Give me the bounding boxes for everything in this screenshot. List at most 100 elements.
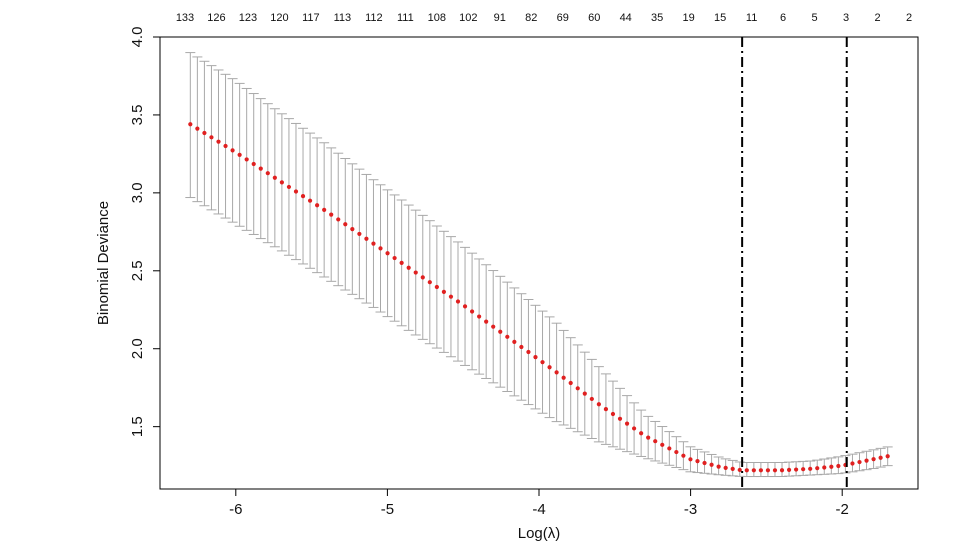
top-axis-label: 44 — [620, 12, 632, 24]
y-tick-label: 3.0 — [129, 182, 146, 203]
data-point — [512, 339, 517, 344]
data-point — [779, 468, 785, 473]
data-point — [272, 175, 277, 180]
data-point — [850, 461, 855, 466]
top-axis-label: 5 — [812, 12, 818, 24]
data-point — [258, 166, 263, 171]
top-axis-label: 2 — [906, 12, 912, 24]
x-tick-label: -3 — [684, 501, 697, 518]
y-axis-title: Binomial Deviance — [95, 201, 112, 325]
top-axis-label: 69 — [557, 12, 569, 24]
data-point — [582, 391, 587, 396]
data-point — [857, 459, 862, 465]
top-axis-label: 133 — [176, 12, 194, 24]
data-point — [624, 421, 630, 426]
data-point — [610, 411, 616, 417]
data-point — [505, 334, 510, 339]
data-point — [322, 207, 327, 212]
data-point — [413, 270, 418, 275]
data-point — [815, 466, 820, 471]
top-axis-label: 35 — [651, 12, 663, 24]
top-axis-labels: 133 126 123 120 117 113 112 111 108 102 91 82 69 60 44… — [176, 12, 912, 24]
y-tick-label: 2.5 — [129, 260, 146, 281]
y-tick-label: 3.5 — [129, 105, 146, 126]
data-point — [455, 299, 461, 304]
data-point — [343, 222, 348, 227]
data-point — [646, 435, 651, 440]
data-point — [350, 226, 355, 232]
data-point — [878, 455, 883, 460]
data-point — [223, 143, 228, 149]
top-axis-label: 3 — [843, 12, 849, 24]
data-point — [195, 126, 200, 131]
data-point — [674, 449, 679, 455]
top-axis-label: 15 — [714, 12, 726, 24]
data-point — [420, 275, 425, 280]
top-axis-label: 120 — [270, 12, 288, 24]
data-point — [392, 255, 397, 261]
top-axis-label: 112 — [365, 12, 383, 24]
data-point — [554, 370, 559, 375]
error-bars — [185, 52, 893, 478]
data-point — [519, 344, 524, 350]
top-axis-label: 117 — [302, 12, 320, 24]
data-point — [864, 458, 869, 463]
data-point — [441, 289, 447, 294]
data-point — [526, 349, 531, 355]
data-point — [744, 468, 749, 473]
data-points — [188, 122, 890, 473]
top-axis-label: 11 — [746, 12, 757, 24]
top-axis-label: 113 — [334, 12, 352, 24]
data-point — [293, 189, 299, 194]
data-point — [603, 407, 609, 412]
data-point — [462, 304, 468, 309]
data-point — [300, 194, 306, 199]
data-point — [378, 246, 383, 251]
data-point — [484, 319, 489, 324]
data-point — [688, 457, 693, 462]
data-point — [279, 180, 284, 185]
data-point — [786, 467, 792, 473]
data-point — [216, 139, 221, 144]
data-point — [307, 198, 313, 203]
data-point — [589, 396, 594, 402]
top-axis-label: 102 — [459, 12, 477, 24]
data-point — [202, 130, 207, 136]
top-axis-label: 111 — [397, 12, 414, 24]
data-point — [808, 466, 813, 471]
data-point — [702, 460, 707, 466]
data-point — [575, 386, 580, 391]
top-axis-label: 6 — [780, 12, 786, 24]
data-point — [406, 265, 411, 270]
data-point — [498, 329, 503, 334]
reference-lines — [741, 37, 848, 489]
data-point — [448, 294, 454, 299]
data-point — [765, 468, 771, 473]
data-point — [667, 446, 672, 451]
data-point — [251, 161, 256, 167]
data-point — [540, 360, 545, 365]
data-point — [357, 231, 362, 237]
data-point — [801, 467, 806, 472]
data-point — [631, 426, 637, 431]
data-point — [209, 135, 214, 140]
top-axis-label: 126 — [207, 12, 225, 24]
data-point — [660, 442, 665, 447]
data-point — [533, 354, 538, 360]
data-point — [364, 236, 369, 241]
top-axis-label: 19 — [683, 12, 695, 24]
data-point — [315, 203, 320, 208]
data-point — [230, 148, 235, 153]
data-point — [639, 431, 644, 436]
plot-frame — [159, 36, 919, 490]
data-point — [829, 464, 834, 469]
data-point — [477, 314, 482, 319]
data-point — [385, 251, 390, 256]
top-axis-label: 60 — [588, 12, 600, 24]
data-point — [469, 309, 475, 314]
top-axis-label: 108 — [428, 12, 446, 24]
data-point — [434, 284, 439, 290]
data-point — [723, 465, 728, 470]
y-tick-label: 1.5 — [129, 416, 146, 437]
